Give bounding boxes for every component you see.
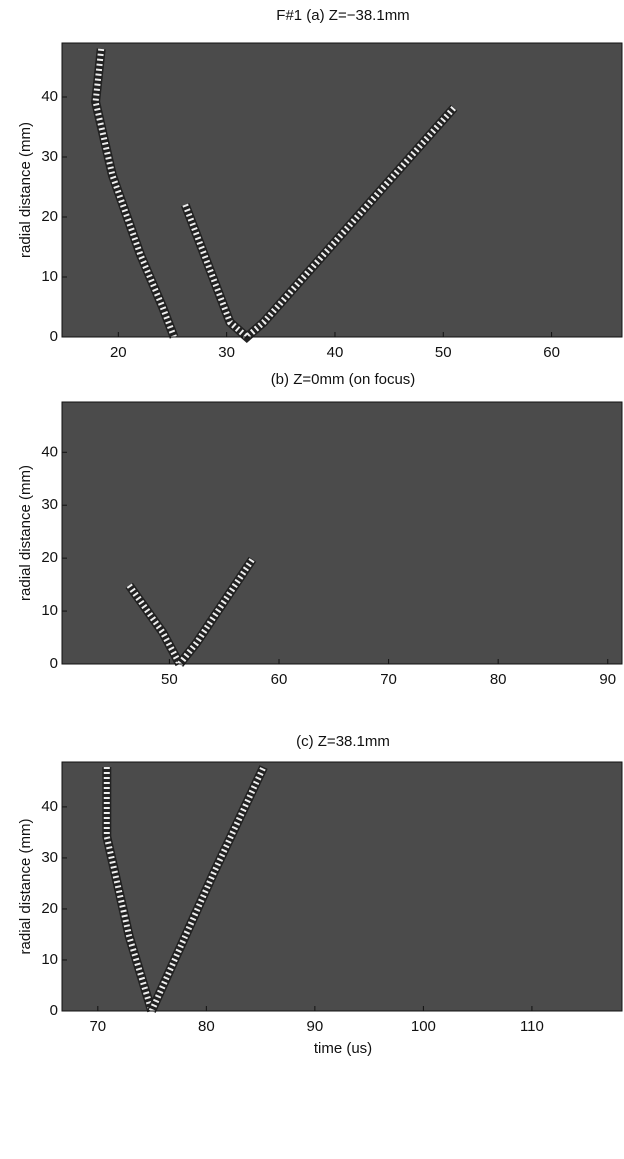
y-tick-label: 0 xyxy=(50,1002,58,1019)
y-axis-label: radial distance (mm) xyxy=(17,122,34,258)
y-tick-label: 20 xyxy=(41,900,58,917)
panel-title: F#1 (a) Z=−38.1mm xyxy=(276,7,409,24)
wavefront xyxy=(92,48,177,339)
panel-title: (b) Z=0mm (on focus) xyxy=(271,371,416,388)
y-tick-label: 40 xyxy=(41,443,58,460)
x-tick-label: 50 xyxy=(435,344,452,361)
wavefront xyxy=(177,557,255,666)
x-tick-label: 90 xyxy=(307,1018,324,1035)
x-tick-label: 80 xyxy=(198,1018,215,1035)
x-tick-label: 80 xyxy=(490,671,507,688)
x-tick-label: 70 xyxy=(89,1018,106,1035)
wavefront xyxy=(182,105,457,341)
y-tick-label: 30 xyxy=(41,148,58,165)
image-area xyxy=(62,43,622,337)
plot-frame xyxy=(61,761,623,1012)
y-tick-label: 40 xyxy=(41,798,58,815)
y-tick-label: 30 xyxy=(41,496,58,513)
y-tick-label: 10 xyxy=(41,951,58,968)
x-tick-label: 100 xyxy=(411,1018,436,1035)
image-area xyxy=(62,402,622,664)
x-tick-label: 60 xyxy=(271,671,288,688)
x-tick-label: 40 xyxy=(327,344,344,361)
y-axis-label: radial distance (mm) xyxy=(17,819,34,955)
y-tick-label: 10 xyxy=(41,268,58,285)
x-tick-label: 30 xyxy=(218,344,235,361)
panel-title: (c) Z=38.1mm xyxy=(296,733,390,750)
y-tick-label: 10 xyxy=(41,602,58,619)
y-tick-label: 40 xyxy=(41,88,58,105)
x-tick-label: 20 xyxy=(110,344,127,361)
y-axis-label: radial distance (mm) xyxy=(17,465,34,601)
x-tick-label: 70 xyxy=(380,671,397,688)
wavefront xyxy=(148,765,267,1013)
y-tick-label: 20 xyxy=(41,208,58,225)
x-tick-label: 60 xyxy=(543,344,560,361)
image-area xyxy=(62,762,622,1011)
y-tick-label: 20 xyxy=(41,549,58,566)
x-tick-label: 50 xyxy=(161,671,178,688)
plot-frame xyxy=(61,42,623,338)
wavefront xyxy=(126,583,183,666)
x-axis-label: time (us) xyxy=(314,1040,372,1057)
plot-frame xyxy=(61,401,623,665)
x-tick-label: 110 xyxy=(520,1018,544,1035)
y-tick-label: 0 xyxy=(50,655,58,672)
wavefront xyxy=(103,766,155,1012)
y-tick-label: 0 xyxy=(50,328,58,345)
y-tick-label: 30 xyxy=(41,849,58,866)
x-tick-label: 90 xyxy=(599,671,616,688)
